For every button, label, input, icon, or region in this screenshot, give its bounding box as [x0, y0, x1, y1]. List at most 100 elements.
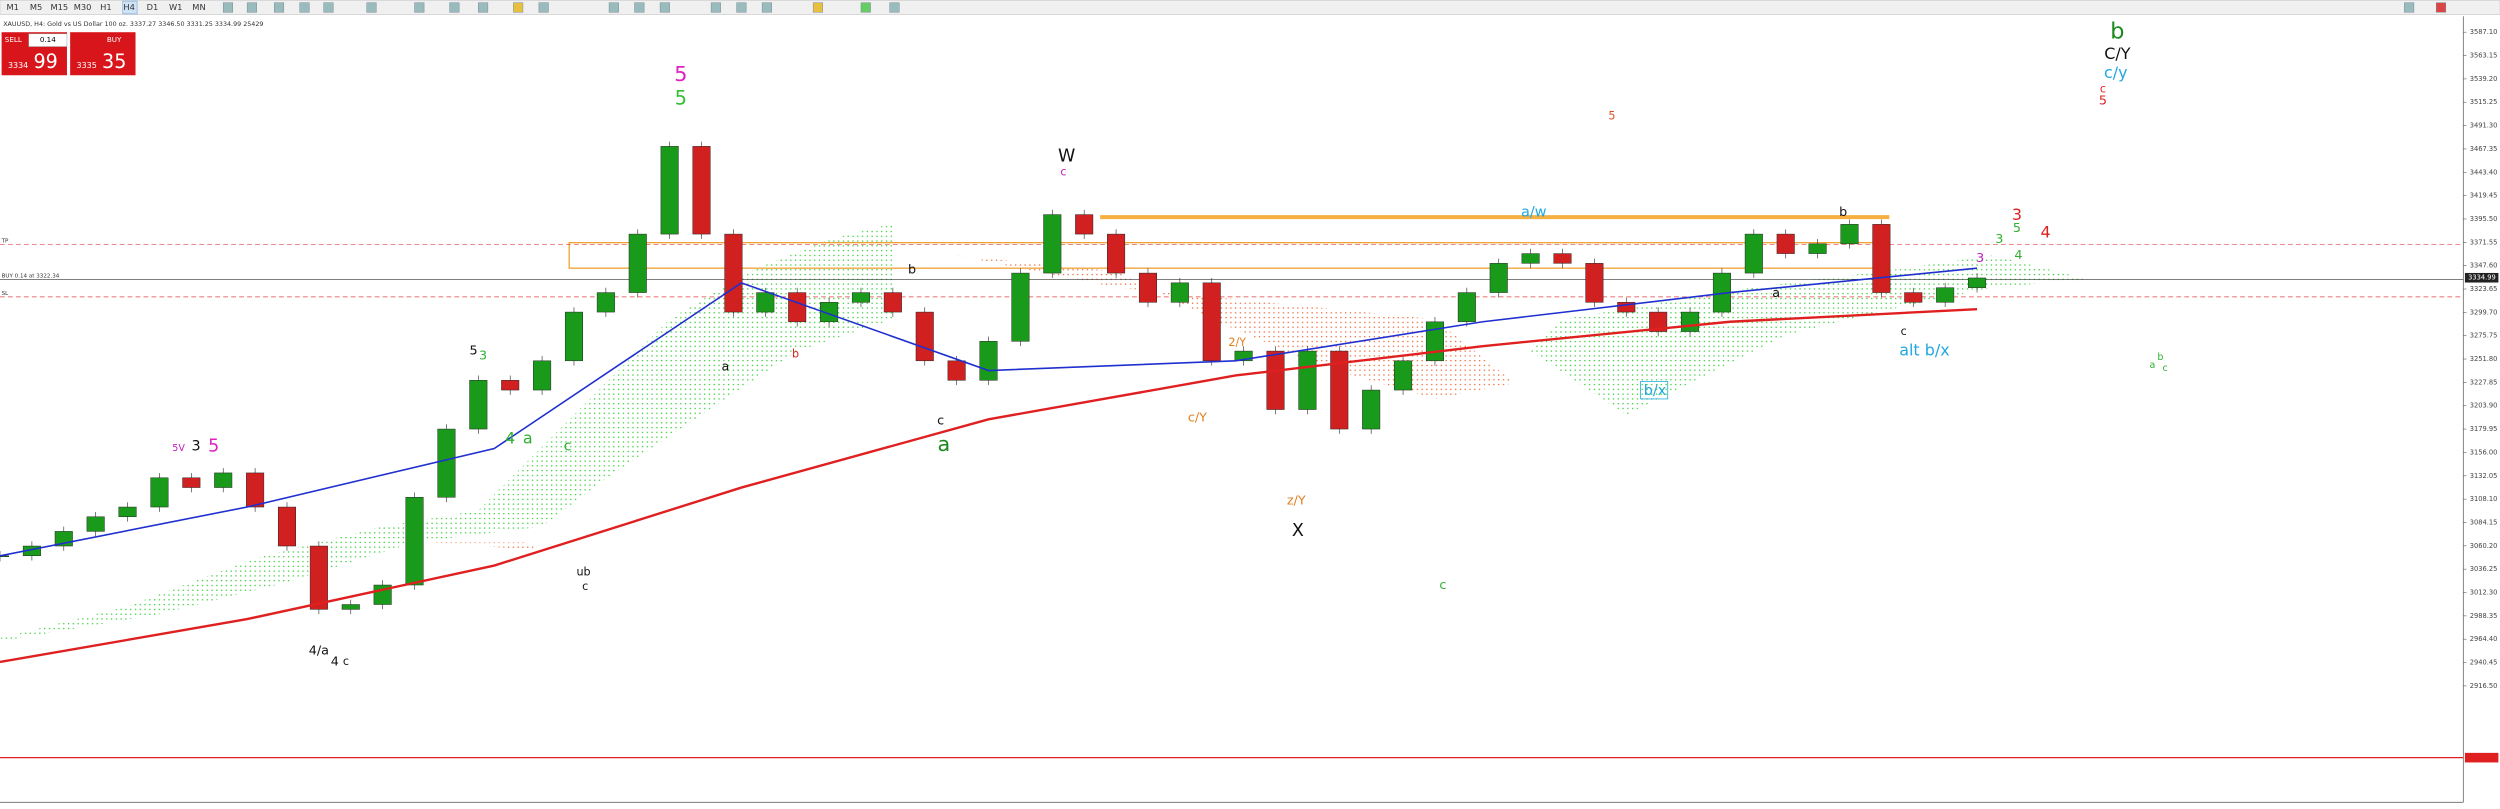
tool-icon[interactable] — [246, 2, 257, 13]
wave-label: c — [2163, 363, 2168, 374]
candle — [1362, 389, 1381, 430]
candle — [86, 516, 105, 532]
moving-average — [0, 307, 1978, 664]
tool-icon[interactable] — [478, 2, 489, 13]
toolbar-icons — [222, 2, 2447, 13]
tp-label: TP — [1, 239, 9, 245]
wave-label: c — [1439, 578, 1446, 593]
candle — [596, 292, 615, 313]
wave-label: 5 — [1608, 110, 1615, 123]
y-tick-label: 3132.05 — [2470, 472, 2498, 480]
current-price: 3334.99 — [2468, 274, 2496, 282]
cloud-bullish — [0, 223, 893, 642]
tool-icon[interactable] — [449, 2, 460, 13]
wave-label: a — [523, 428, 533, 447]
tool-icon[interactable] — [299, 2, 310, 13]
wave-label: b — [908, 262, 916, 277]
candle — [1043, 214, 1062, 274]
wave-label: 3 — [1976, 251, 1984, 266]
wave-label: a/w — [1521, 204, 1547, 220]
tool-icon[interactable] — [222, 2, 234, 13]
timeframe-button[interactable]: W1 — [169, 2, 182, 12]
wave-label: b — [2157, 352, 2163, 363]
tool-icon[interactable] — [538, 2, 549, 13]
search-icon[interactable] — [2404, 2, 2415, 13]
moving-average — [0, 267, 1978, 557]
timeframe-button[interactable]: D1 — [147, 2, 159, 12]
wave-label: 5 — [2013, 221, 2021, 236]
tool-icon[interactable] — [710, 2, 721, 13]
wave-label: 3 — [479, 348, 487, 363]
wave-label: 4 — [505, 428, 515, 447]
tool-icon[interactable] — [2435, 2, 2447, 13]
wave-label: X — [1292, 521, 1304, 541]
tool-icon[interactable] — [366, 2, 377, 13]
tool-icon[interactable] — [513, 2, 524, 13]
chart-header: XAUUSD, H4: Gold vs US Dollar 100 oz. 33… — [3, 20, 263, 28]
y-tick-label: 3515.25 — [2470, 98, 2498, 106]
candle — [1457, 292, 1476, 323]
candle — [309, 545, 328, 610]
buy-button[interactable] — [70, 32, 136, 76]
wave-label: a — [2149, 360, 2155, 371]
candle — [246, 472, 265, 508]
wave-label: c — [564, 439, 572, 455]
wave-label: a — [722, 360, 730, 375]
timeframe-button[interactable]: M30 — [74, 2, 92, 12]
wave-label: 4 — [2014, 248, 2022, 263]
timeframe-group: M1 M5 M15 M30 H1 H4 D1 W1 MN — [7, 2, 206, 12]
candle — [1936, 287, 1955, 303]
wave-label: 4 — [331, 654, 339, 669]
candle — [1011, 272, 1030, 342]
tool-icon[interactable] — [659, 2, 670, 13]
candle — [0, 555, 10, 557]
candle — [883, 292, 902, 313]
y-tick-label: 3395.50 — [2470, 215, 2498, 223]
active-timeframe — [122, 0, 138, 15]
timeframe-button[interactable]: M1 — [7, 2, 19, 12]
candle — [724, 233, 743, 313]
sl-label: SL — [2, 291, 10, 297]
tool-icon[interactable] — [812, 2, 823, 13]
candle — [915, 311, 934, 362]
annotations: 5 5 W c X b C/Y c/y c 5 5 a c a b a/w b/… — [172, 19, 2168, 670]
timeframe-button[interactable]: M15 — [50, 2, 68, 12]
wave-label: c — [1060, 166, 1066, 179]
candle — [214, 472, 233, 488]
y-tick-label: 3323.65 — [2470, 285, 2498, 293]
tool-icon[interactable] — [414, 2, 425, 13]
lot-field[interactable] — [28, 33, 68, 47]
wave-label: 5 — [208, 437, 219, 457]
timeframe-button[interactable]: H4 — [123, 2, 134, 12]
timeframe-button[interactable]: H1 — [100, 2, 112, 12]
timeframe-button[interactable]: M5 — [30, 2, 42, 12]
buy-price-small: 35 — [102, 50, 126, 73]
candle — [1968, 277, 1987, 288]
wave-label: 5 — [469, 344, 477, 359]
wave-label: ub — [576, 566, 590, 579]
tool-icon[interactable] — [860, 2, 871, 13]
wave-label: b — [792, 347, 799, 360]
wave-label: c — [343, 655, 349, 668]
volume-level-box — [2464, 752, 2499, 763]
candle — [1553, 253, 1572, 264]
tool-icon[interactable] — [323, 2, 334, 13]
tool-icon[interactable] — [608, 2, 619, 13]
y-tick-label: 2988.35 — [2470, 612, 2498, 620]
y-tick-label: 3539.20 — [2470, 75, 2498, 83]
tool-icon[interactable] — [634, 2, 645, 13]
timeframe-button[interactable]: MN — [192, 2, 205, 12]
tool-icon[interactable] — [889, 2, 900, 13]
y-tick-label: 3227.85 — [2470, 378, 2498, 386]
tool-icon[interactable] — [761, 2, 772, 13]
candle — [1489, 263, 1508, 293]
lot-size: 0.14 — [40, 35, 56, 44]
tool-icon[interactable] — [736, 2, 747, 13]
y-tick-label: 3587.10 — [2470, 28, 2498, 36]
tool-icon[interactable] — [273, 2, 285, 13]
label-box — [1640, 380, 1669, 400]
candle — [692, 146, 711, 235]
wave-label: 4/a — [309, 643, 329, 658]
wave-label: c — [937, 414, 944, 429]
